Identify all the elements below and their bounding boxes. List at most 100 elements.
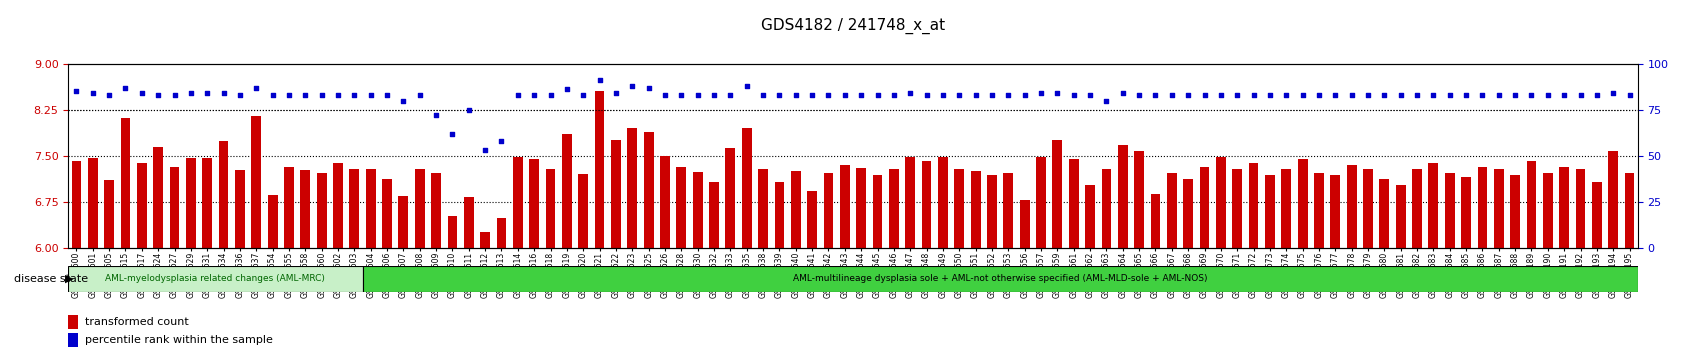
Point: [830, 92, 858, 98]
Bar: [953, 169, 963, 248]
Point: [1093, 98, 1120, 103]
Point: [1386, 92, 1413, 98]
Bar: [464, 198, 474, 248]
Point: [193, 90, 220, 96]
Bar: [692, 172, 702, 248]
Text: GDS4182 / 241748_x_at: GDS4182 / 241748_x_at: [760, 18, 945, 34]
Text: AML-myelodysplasia related changes (AML-MRC): AML-myelodysplasia related changes (AML-…: [106, 274, 326, 283]
Point: [1304, 92, 1332, 98]
Bar: [675, 167, 685, 248]
Point: [113, 85, 140, 91]
Point: [275, 92, 302, 98]
Point: [341, 92, 368, 98]
Point: [1468, 92, 1495, 98]
Point: [292, 92, 319, 98]
Point: [1125, 92, 1153, 98]
Bar: [1623, 173, 1633, 248]
Point: [701, 92, 728, 98]
Point: [1240, 92, 1267, 98]
Bar: [153, 147, 164, 248]
Point: [733, 83, 760, 88]
Point: [716, 92, 743, 98]
Point: [505, 92, 532, 98]
Bar: [169, 167, 179, 248]
Point: [748, 92, 776, 98]
Point: [63, 88, 90, 94]
Bar: [1035, 157, 1045, 248]
Point: [1485, 92, 1512, 98]
Point: [406, 92, 433, 98]
Point: [373, 92, 401, 98]
Point: [1043, 90, 1071, 96]
Point: [929, 92, 957, 98]
Text: percentile rank within the sample: percentile rank within the sample: [85, 335, 273, 345]
Bar: [332, 163, 343, 248]
Bar: [1052, 141, 1062, 248]
Bar: [1248, 163, 1258, 248]
Point: [537, 92, 564, 98]
Bar: [1558, 167, 1569, 248]
Bar: [68, 333, 78, 347]
Bar: [1509, 175, 1519, 248]
Point: [912, 92, 939, 98]
Bar: [660, 156, 670, 248]
Bar: [1199, 167, 1209, 248]
Point: [145, 92, 172, 98]
Point: [585, 78, 612, 83]
Bar: [546, 169, 556, 248]
Point: [945, 92, 972, 98]
Bar: [1444, 173, 1454, 248]
Point: [684, 92, 711, 98]
Point: [1321, 92, 1349, 98]
Point: [356, 92, 384, 98]
Point: [455, 107, 483, 113]
Bar: [725, 148, 735, 248]
Text: disease state: disease state: [14, 274, 87, 284]
Text: transformed count: transformed count: [85, 317, 189, 327]
Point: [897, 90, 924, 96]
Bar: [1280, 169, 1291, 248]
Bar: [529, 159, 539, 248]
Bar: [1459, 177, 1470, 248]
Bar: [68, 315, 78, 329]
Point: [1076, 92, 1103, 98]
Point: [667, 92, 694, 98]
Point: [634, 85, 662, 91]
Point: [1337, 92, 1364, 98]
Point: [1550, 92, 1577, 98]
Point: [1108, 90, 1136, 96]
Point: [242, 85, 269, 91]
Point: [1354, 92, 1381, 98]
Bar: [104, 180, 114, 248]
Bar: [791, 171, 800, 248]
Bar: [1216, 157, 1224, 248]
Bar: [1298, 159, 1306, 248]
Point: [651, 92, 679, 98]
Point: [309, 92, 336, 98]
Text: AML-multilineage dysplasia sole + AML-not otherwise specified (AML-MLD-sole + AM: AML-multilineage dysplasia sole + AML-no…: [793, 274, 1207, 283]
Bar: [1003, 173, 1013, 248]
Point: [1059, 92, 1086, 98]
Bar: [839, 165, 849, 248]
Point: [1026, 90, 1054, 96]
Bar: [1395, 185, 1405, 248]
Bar: [1231, 169, 1241, 248]
Bar: [774, 182, 784, 248]
Point: [552, 87, 580, 92]
Bar: [1362, 169, 1373, 248]
Bar: [251, 116, 261, 248]
Point: [1533, 92, 1560, 98]
Bar: [627, 128, 638, 248]
Bar: [1149, 194, 1159, 248]
Bar: [1020, 200, 1030, 248]
Bar: [1134, 151, 1144, 248]
Point: [1289, 92, 1316, 98]
Point: [994, 92, 1021, 98]
Bar: [824, 173, 834, 248]
Bar: [414, 169, 425, 248]
Point: [488, 138, 515, 144]
Bar: [1526, 161, 1536, 248]
Bar: [513, 157, 522, 248]
Point: [1369, 92, 1396, 98]
Bar: [431, 173, 440, 248]
